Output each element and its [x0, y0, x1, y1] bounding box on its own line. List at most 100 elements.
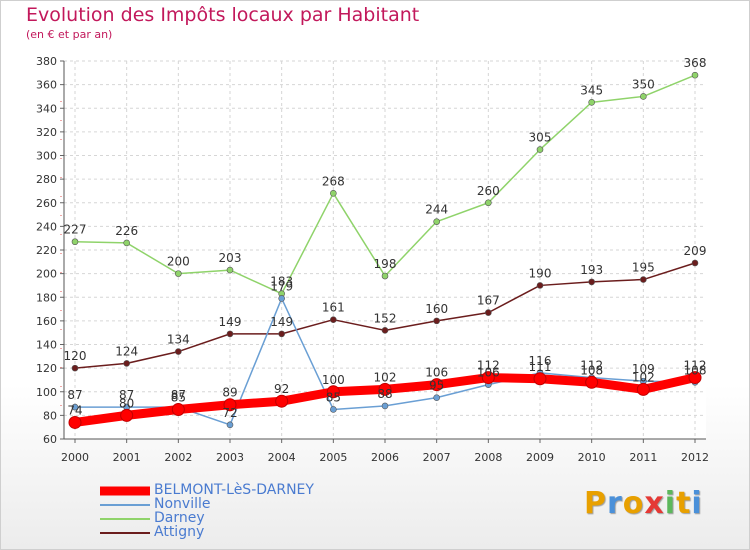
- y-tick-label: 80: [43, 409, 57, 422]
- data-point: [691, 259, 699, 267]
- data-point: [485, 309, 492, 316]
- data-label: 260: [477, 184, 500, 198]
- data-label: 203: [219, 251, 242, 265]
- data-label: 134: [167, 333, 190, 347]
- data-point: [71, 238, 79, 246]
- legend: BELMONT-LèS-DARNEY Nonville Darney Attigny: [100, 482, 420, 540]
- data-label: 85: [171, 390, 186, 404]
- data-point: [585, 375, 599, 389]
- data-label: 106: [477, 366, 500, 380]
- data-point: [226, 330, 234, 338]
- data-point: [171, 402, 185, 416]
- data-point: [485, 199, 492, 207]
- data-point: [433, 394, 440, 401]
- data-point: [71, 403, 79, 411]
- data-point: [640, 276, 647, 283]
- y-tick-label: 240: [36, 220, 57, 233]
- y-tick-label: 300: [36, 150, 57, 163]
- logo-letter: P: [584, 486, 607, 521]
- data-label: 268: [322, 174, 345, 188]
- x-tick-label: 2010: [578, 451, 606, 464]
- data-label: 167: [477, 294, 500, 308]
- data-label: 74: [67, 403, 82, 417]
- data-label: 195: [632, 261, 655, 275]
- data-label: 89: [222, 386, 237, 400]
- legend-label: Attigny: [154, 524, 205, 540]
- data-label: 149: [270, 315, 293, 329]
- data-label: 116: [529, 354, 552, 368]
- data-label: 198: [374, 257, 397, 271]
- legend-swatch: [100, 532, 150, 534]
- data-point: [381, 402, 389, 410]
- x-tick-label: 2003: [216, 451, 244, 464]
- data-label: 124: [115, 344, 138, 358]
- data-label: 95: [429, 379, 444, 393]
- x-tick-label: 2004: [268, 451, 296, 464]
- data-point: [378, 382, 392, 396]
- legend-item: Nonville: [100, 496, 420, 512]
- legend-swatch: [100, 518, 150, 520]
- data-point: [640, 93, 647, 100]
- data-label: 227: [64, 223, 87, 237]
- data-point: [226, 266, 234, 274]
- data-point: [381, 327, 389, 334]
- legend-item: Attigny: [100, 524, 420, 540]
- logo-letter: o: [622, 486, 645, 521]
- data-point: [588, 99, 595, 106]
- data-label: 190: [529, 266, 552, 280]
- chart-title: Evolution des Impôts locaux par Habitant: [26, 4, 420, 26]
- data-label: 100: [322, 373, 345, 387]
- data-point: [688, 371, 702, 385]
- data-label: 111: [529, 360, 552, 374]
- x-tick-label: 2006: [371, 451, 399, 464]
- x-tick-label: 2000: [61, 451, 89, 464]
- data-label: 152: [374, 311, 397, 325]
- data-label: 183: [270, 275, 293, 289]
- data-label: 368: [684, 56, 707, 70]
- data-label: 87: [67, 388, 82, 402]
- data-label: 179: [270, 279, 293, 293]
- data-point: [381, 272, 389, 280]
- data-point: [326, 385, 340, 399]
- data-label: 102: [632, 370, 655, 384]
- legend-label: Darney: [154, 510, 205, 526]
- y-tick-label: 280: [36, 173, 57, 186]
- data-label: 87: [119, 388, 134, 402]
- data-point: [330, 316, 337, 323]
- data-point: [636, 382, 650, 396]
- data-label: 244: [425, 203, 448, 217]
- data-label: 102: [374, 370, 397, 384]
- data-point: [691, 71, 699, 79]
- data-point: [123, 239, 130, 247]
- data-label: 92: [274, 382, 289, 396]
- data-label: 120: [64, 349, 87, 363]
- data-point: [123, 360, 130, 367]
- legend-label: Nonville: [154, 496, 211, 512]
- x-tick-label: 2007: [423, 451, 451, 464]
- proxiti-logo: Proxiti: [584, 486, 703, 521]
- y-tick-label: 160: [36, 315, 57, 328]
- logo-letter: x: [644, 486, 665, 521]
- y-tick-label: 200: [36, 268, 57, 281]
- x-tick-label: 2001: [113, 451, 141, 464]
- legend-swatch: [100, 486, 150, 496]
- data-label: 112: [477, 359, 500, 373]
- data-label: 160: [425, 302, 448, 316]
- data-point: [536, 146, 544, 153]
- x-tick-label: 2008: [474, 451, 502, 464]
- data-label: 200: [167, 255, 190, 269]
- data-label: 87: [171, 388, 186, 402]
- logo-letter: i: [691, 486, 703, 521]
- data-point: [536, 282, 544, 289]
- y-tick-label: 220: [36, 244, 57, 257]
- x-tick-label: 2012: [681, 451, 709, 464]
- data-label: 109: [632, 362, 655, 376]
- data-point: [433, 218, 440, 225]
- legend-item: Darney: [100, 510, 420, 526]
- y-tick-label: 140: [36, 339, 57, 352]
- x-tick-label: 2005: [319, 451, 347, 464]
- legend-swatch: [100, 504, 150, 506]
- y-tick-label: 380: [36, 55, 57, 68]
- data-point: [433, 317, 440, 325]
- y-tick-label: 340: [36, 102, 57, 115]
